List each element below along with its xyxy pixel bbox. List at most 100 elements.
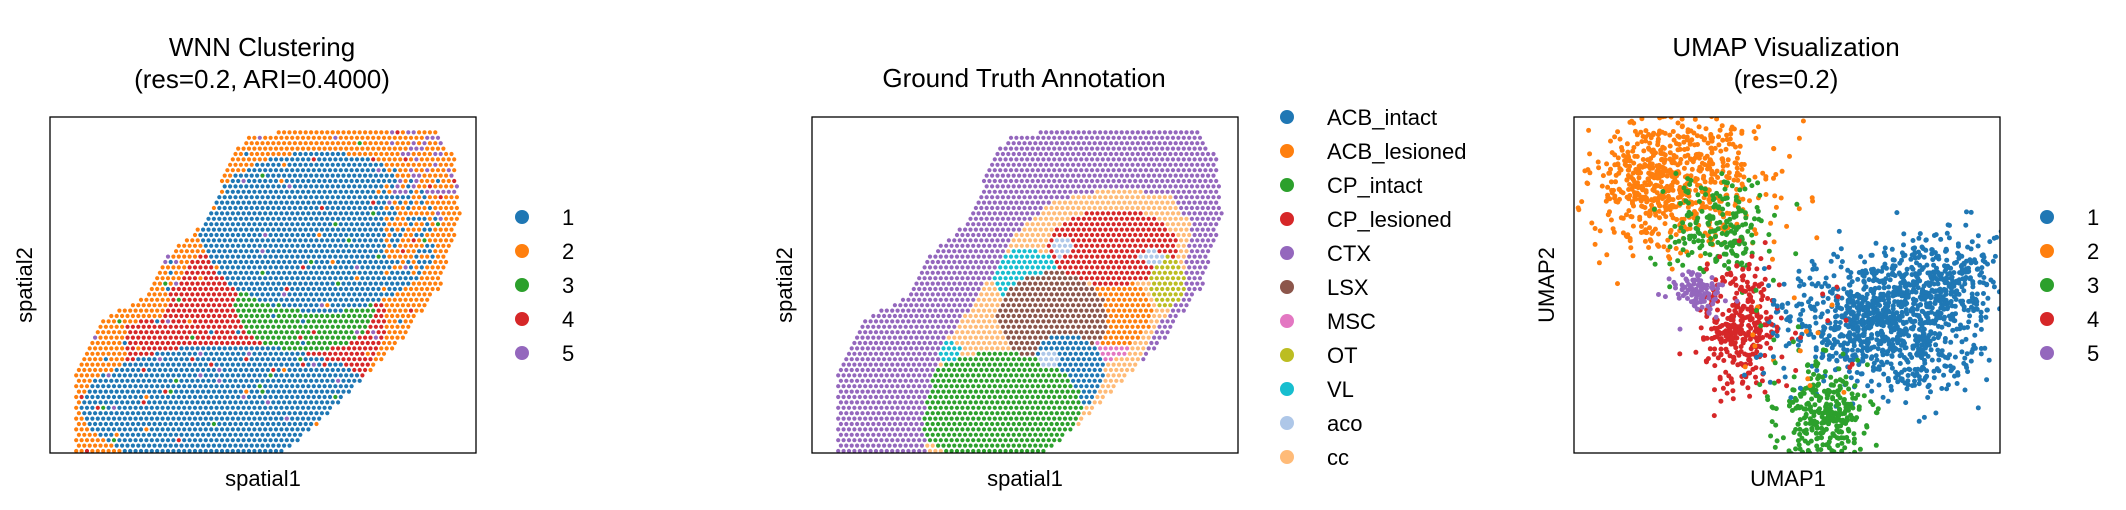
data-point (252, 340, 257, 346)
data-point (354, 200, 360, 205)
data-point (149, 340, 154, 346)
data-point (1017, 151, 1022, 157)
data-point (379, 357, 384, 362)
data-point (268, 146, 273, 151)
data-point (1060, 335, 1065, 340)
data-point (1179, 216, 1184, 221)
data-point (292, 227, 297, 232)
data-point (1019, 189, 1024, 194)
data-point (1119, 227, 1124, 232)
data-point (311, 189, 316, 194)
data-point (1108, 313, 1113, 319)
data-point (160, 405, 165, 410)
data-point (325, 141, 330, 146)
data-point (273, 362, 279, 367)
data-point (1168, 173, 1173, 178)
data-point (392, 200, 397, 205)
data-point (287, 270, 292, 275)
data-point (111, 416, 117, 421)
data-point (422, 270, 427, 275)
data-point (446, 168, 451, 173)
data-point (1195, 184, 1200, 189)
data-point (144, 373, 149, 378)
data-point (1152, 281, 1157, 286)
data-point (1138, 211, 1143, 216)
data-point (1084, 157, 1089, 162)
data-point (357, 281, 362, 286)
data-point (157, 378, 162, 383)
data-point (1003, 146, 1008, 151)
data-point (295, 297, 300, 302)
data-point (1127, 340, 1132, 346)
data-point (1100, 340, 1105, 346)
data-point (176, 286, 181, 292)
data-point (144, 405, 149, 410)
data-point (944, 340, 949, 346)
data-point (1157, 151, 1162, 157)
data-point (1100, 157, 1105, 162)
data-point (144, 448, 149, 453)
data-point (1062, 297, 1068, 302)
data-point (1152, 259, 1157, 265)
data-point (1138, 340, 1143, 346)
data-point (984, 216, 989, 221)
data-point (252, 416, 257, 421)
data-point (303, 281, 308, 286)
data-point (425, 232, 430, 238)
data-point (306, 297, 311, 302)
data-point (1057, 319, 1062, 324)
data-point (427, 216, 432, 221)
data-point (368, 162, 373, 167)
data-point (1084, 340, 1089, 346)
data-point (368, 195, 373, 200)
data-point (106, 319, 111, 324)
data-point (1149, 168, 1154, 173)
data-point (1200, 184, 1205, 189)
data-point (414, 157, 419, 162)
data-point (268, 330, 273, 335)
data-point (306, 243, 311, 248)
data-point (271, 378, 276, 383)
data-point (79, 362, 84, 367)
data-point (238, 443, 243, 448)
data-point (341, 292, 346, 297)
data-point (449, 195, 454, 200)
data-point (449, 227, 454, 232)
data-point (1127, 222, 1132, 227)
data-point (265, 335, 270, 340)
data-point (311, 178, 316, 184)
data-point (336, 195, 341, 200)
data-point (373, 162, 378, 167)
data-point (330, 227, 335, 232)
data-point (946, 249, 952, 254)
data-point (1049, 227, 1054, 232)
data-point (1184, 238, 1189, 243)
data-point (203, 308, 208, 313)
data-point (1162, 184, 1167, 189)
data-point (109, 400, 114, 405)
data-point (309, 303, 314, 308)
data-point (1035, 340, 1041, 346)
data-point (203, 373, 208, 378)
data-point (228, 205, 233, 211)
data-point (968, 216, 973, 221)
data-point (322, 384, 327, 389)
data-point (1125, 249, 1130, 254)
data-point (252, 373, 257, 378)
data-point (1108, 259, 1113, 265)
data-point (93, 400, 98, 405)
data-point (244, 443, 249, 448)
data-point (125, 313, 130, 319)
data-point (1114, 162, 1119, 167)
data-point (1062, 168, 1068, 173)
data-point (398, 189, 403, 194)
data-point (971, 308, 976, 313)
data-point (309, 130, 314, 135)
data-point (1154, 276, 1159, 281)
data-point (1189, 259, 1194, 265)
data-point (995, 292, 1000, 297)
data-point (330, 324, 335, 329)
data-point (322, 168, 327, 173)
data-point (236, 405, 241, 410)
data-point (1006, 205, 1011, 211)
